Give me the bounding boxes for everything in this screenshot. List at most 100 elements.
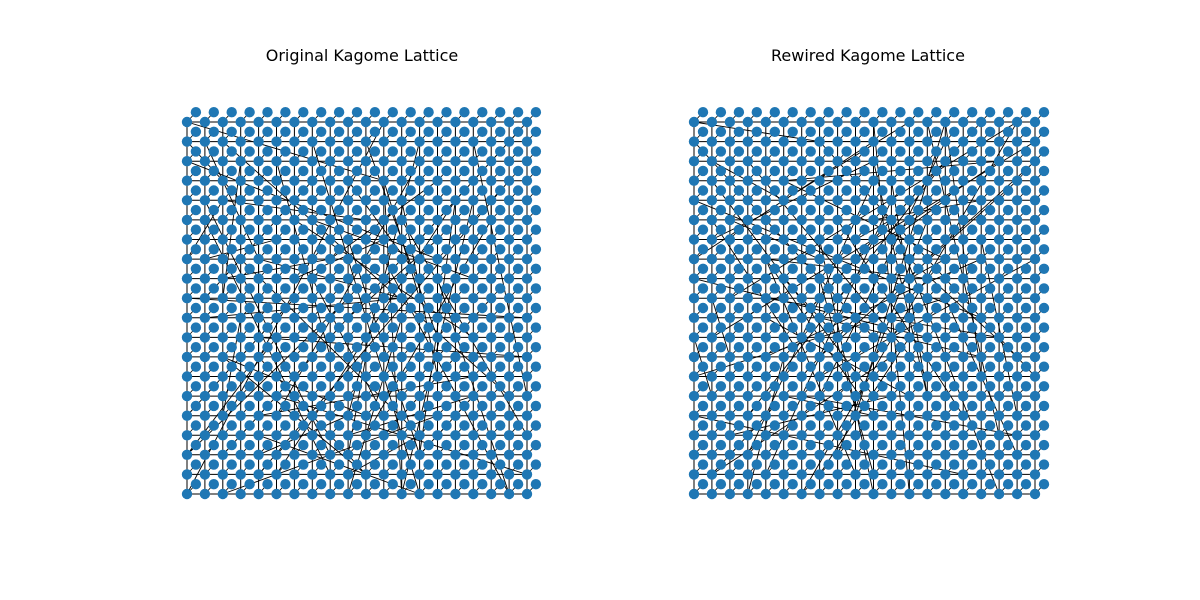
lattice-node	[396, 136, 407, 147]
lattice-node	[841, 263, 852, 274]
lattice-node	[697, 322, 709, 333]
lattice-node	[706, 390, 718, 402]
lattice-node	[751, 302, 762, 314]
lattice-node	[1029, 371, 1041, 382]
lattice-node	[688, 214, 700, 226]
lattice-node	[351, 126, 363, 137]
lattice-edge	[891, 258, 982, 299]
lattice-node	[450, 332, 461, 343]
lattice-node	[495, 322, 506, 333]
lattice-node	[931, 283, 942, 294]
lattice-node	[333, 146, 345, 157]
lattice-node	[877, 204, 888, 216]
lattice-node	[931, 185, 942, 196]
lattice-node	[468, 410, 479, 421]
lattice-node	[949, 126, 960, 137]
lattice-node	[904, 234, 915, 245]
lattice-node	[486, 175, 497, 186]
lattice-node	[316, 381, 327, 392]
lattice-node	[253, 136, 264, 147]
lattice-node	[280, 107, 291, 118]
lattice-node	[859, 420, 870, 431]
lattice-node	[360, 488, 372, 500]
lattice-node	[706, 116, 718, 128]
lattice-node	[405, 126, 416, 137]
lattice-node	[181, 449, 193, 460]
lattice-node	[1011, 234, 1023, 245]
lattice-node	[850, 175, 861, 186]
lattice-node	[360, 253, 372, 265]
lattice-node	[931, 107, 942, 118]
lattice-node	[181, 332, 193, 343]
lattice-node	[512, 361, 524, 372]
lattice-node	[1020, 381, 1032, 392]
lattice-node	[760, 195, 771, 206]
lattice-node	[441, 459, 452, 470]
lattice-node	[984, 342, 996, 353]
lattice-node	[922, 214, 933, 226]
lattice-node	[769, 302, 780, 314]
lattice-node	[450, 136, 461, 147]
lattice-node	[190, 107, 202, 118]
lattice-node	[1038, 322, 1050, 333]
lattice-node	[984, 224, 996, 235]
lattice-node	[414, 234, 425, 245]
lattice-node	[217, 332, 228, 343]
lattice-node	[886, 214, 897, 226]
lattice-node	[850, 469, 861, 480]
lattice-node	[307, 430, 318, 441]
lattice-node	[530, 361, 542, 372]
lattice-node	[405, 224, 416, 235]
lattice-node	[414, 449, 425, 460]
lattice-node	[235, 430, 246, 441]
lattice-edge	[747, 160, 928, 377]
lattice-node	[787, 126, 798, 137]
lattice-node	[477, 342, 488, 353]
lattice-node	[208, 459, 219, 470]
lattice-node	[922, 195, 933, 206]
lattice-node	[697, 400, 709, 412]
lattice-node	[904, 332, 915, 343]
lattice-node	[868, 390, 879, 402]
lattice-node	[387, 420, 398, 431]
lattice-node	[307, 293, 318, 304]
lattice-node	[190, 146, 202, 157]
lattice-node	[724, 273, 736, 284]
lattice-node	[298, 322, 309, 333]
lattice-node	[360, 273, 372, 284]
lattice-node	[949, 459, 960, 470]
lattice-node	[181, 390, 193, 402]
lattice-node	[289, 293, 300, 304]
lattice-node	[805, 224, 816, 235]
lattice-node	[360, 175, 372, 186]
lattice-node	[814, 195, 825, 206]
lattice-node	[387, 479, 398, 490]
lattice-node	[244, 302, 255, 314]
lattice-node	[289, 371, 300, 382]
lattice-node	[940, 293, 951, 304]
lattice-node	[724, 390, 736, 402]
lattice-node	[432, 136, 443, 147]
lattice-node	[993, 175, 1005, 186]
lattice-node	[271, 351, 282, 363]
lattice-node	[342, 253, 354, 265]
lattice-node	[697, 263, 709, 274]
lattice-node	[778, 116, 789, 128]
lattice-node	[190, 165, 202, 177]
lattice-node	[841, 459, 852, 470]
lattice-node	[931, 420, 942, 431]
lattice-node	[325, 116, 336, 128]
lattice-node	[751, 439, 762, 451]
lattice-node	[342, 351, 354, 363]
lattice-node	[922, 390, 933, 402]
lattice-node	[931, 204, 942, 216]
lattice-node	[688, 371, 700, 382]
lattice-node	[351, 146, 363, 157]
lattice-node	[468, 175, 479, 186]
lattice-node	[450, 234, 461, 245]
lattice-node	[360, 116, 372, 128]
lattice-node	[244, 204, 255, 216]
lattice-node	[760, 332, 771, 343]
lattice-node	[271, 273, 282, 284]
lattice-node	[1011, 488, 1023, 500]
